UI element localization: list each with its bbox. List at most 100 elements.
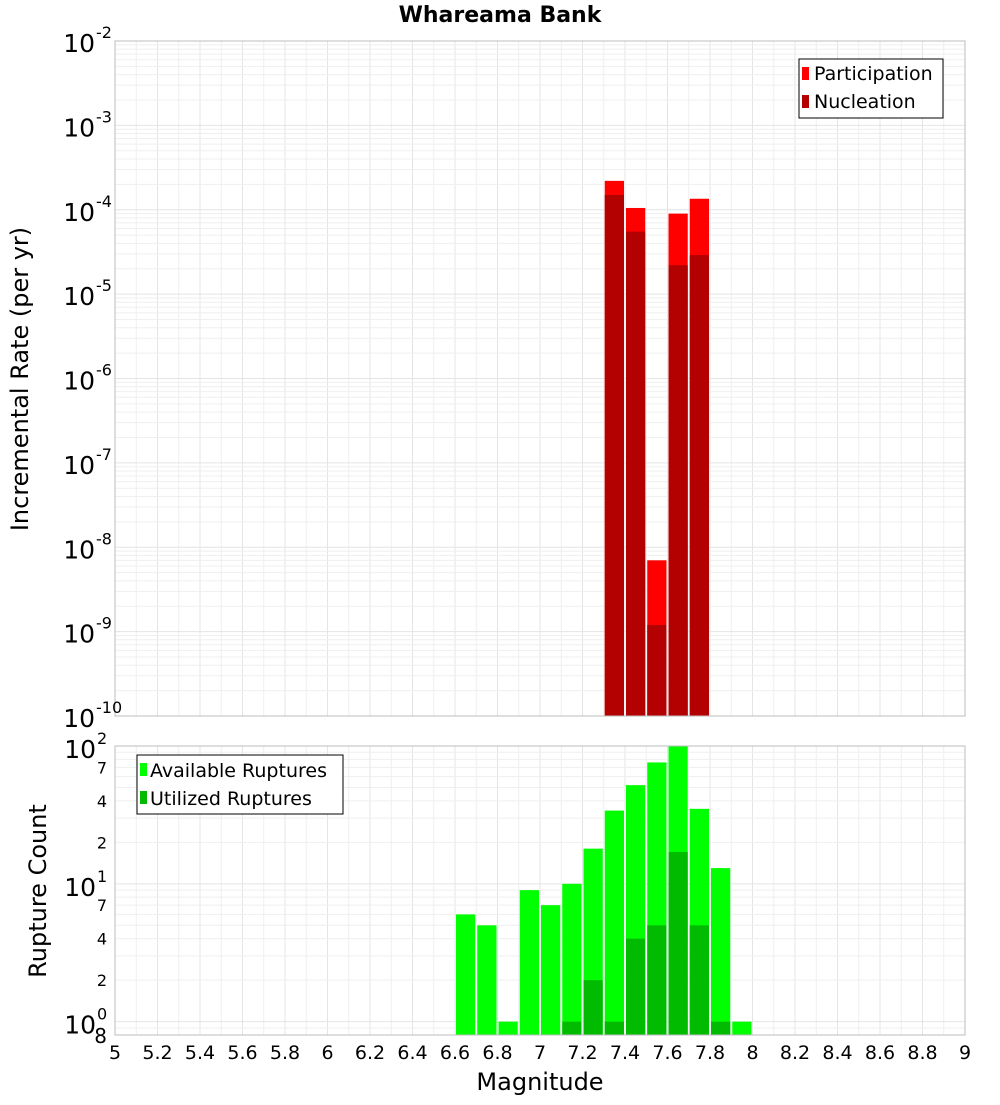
available-ruptures-bar xyxy=(498,1021,518,1035)
utilized-ruptures-bar xyxy=(668,852,688,1035)
utilized-ruptures-bar xyxy=(562,1021,582,1035)
count-y-tick-exponent: 1 xyxy=(97,867,107,886)
nucleation-legend-label: Nucleation xyxy=(814,91,916,113)
x-tick-label: 5 xyxy=(109,1042,121,1064)
x-tick-label: 7 xyxy=(534,1042,546,1064)
available-ruptures-bar xyxy=(711,868,731,1035)
rate-y-tick-exponent: -8 xyxy=(96,529,112,548)
available-ruptures-bar xyxy=(562,883,582,1035)
x-tick-label: 7.2 xyxy=(567,1042,597,1064)
x-tick-label: 7.6 xyxy=(652,1042,682,1064)
x-tick-label: 7.4 xyxy=(610,1042,640,1064)
x-tick-label: 7.8 xyxy=(695,1042,725,1064)
utilized-ruptures-bar xyxy=(647,925,667,1035)
rate-y-tick-exponent: -3 xyxy=(96,107,112,126)
rate-y-tick-label: 10 xyxy=(63,113,95,142)
x-tick-label: 5.4 xyxy=(185,1042,215,1064)
x-tick-label: 9 xyxy=(959,1042,971,1064)
rate-y-tick-exponent: -4 xyxy=(96,192,112,211)
x-tick-label: 5.6 xyxy=(227,1042,257,1064)
x-tick-label: 6.4 xyxy=(397,1042,427,1064)
rate-y-tick-label: 10 xyxy=(63,535,95,564)
nucleation-bar xyxy=(689,255,709,716)
utilized-ruptures-bar xyxy=(689,925,709,1035)
available-ruptures-bar xyxy=(541,905,561,1035)
x-tick-label: 8.4 xyxy=(822,1042,852,1064)
available-legend-swatch xyxy=(140,763,147,776)
rate-y-tick-exponent: -2 xyxy=(96,23,112,42)
rate-y-tick-exponent: -9 xyxy=(96,614,112,633)
nucleation-bar xyxy=(626,231,646,716)
nucleation-bar xyxy=(604,194,624,716)
chart-title: Whareama Bank xyxy=(399,3,603,28)
rate-y-tick-exponent: -10 xyxy=(96,698,122,717)
x-tick-label: 5.8 xyxy=(270,1042,300,1064)
rate-y-tick-exponent: -7 xyxy=(96,445,112,464)
count-plot-frame xyxy=(114,745,966,1036)
x-axis-label: Magnitude xyxy=(476,1068,603,1096)
count-y-minor-tick-label: 2 xyxy=(97,833,107,852)
count-y-minor-tick-label: 7 xyxy=(97,758,107,777)
nucleation-bar xyxy=(647,624,667,716)
count-plot-bars xyxy=(456,746,752,1035)
x-tick-label: 6.6 xyxy=(440,1042,470,1064)
x-tick-label: 6.8 xyxy=(482,1042,512,1064)
x-tick-label: 8.8 xyxy=(907,1042,937,1064)
available-ruptures-bar xyxy=(477,925,497,1035)
count-y-minor-tick-label: 8 xyxy=(94,1024,107,1048)
nucleation-legend-swatch xyxy=(802,95,809,108)
x-tick-labels: 5 5.2 5.4 5.6 5.8 6 6.2 6.4 6.6 6.8 7 7.2 7.4 7.6 7.8 8… xyxy=(109,1042,971,1064)
x-tick-label: 5.2 xyxy=(142,1042,172,1064)
count-y-axis-label: Rupture Count xyxy=(24,804,52,978)
count-y-minor-tick-label: 7 xyxy=(97,896,107,915)
available-ruptures-bar xyxy=(732,1021,752,1035)
count-legend-box xyxy=(136,754,344,815)
participation-legend-label: Participation xyxy=(814,63,933,85)
utilized-ruptures-bar xyxy=(583,980,603,1035)
utilized-legend-label: Utilized Ruptures xyxy=(150,788,312,810)
rate-y-tick-label: 10 xyxy=(63,198,95,227)
rate-y-tick-label: 10 xyxy=(63,367,95,396)
count-y-minor-tick-label: 4 xyxy=(97,792,107,811)
count-y-tick-exponent: 0 xyxy=(97,1005,107,1024)
count-y-tick-exponent: 2 xyxy=(97,729,107,748)
x-tick-label: 6.2 xyxy=(355,1042,385,1064)
utilized-ruptures-bar xyxy=(604,1021,624,1035)
rate-y-tick-label: 10 xyxy=(63,451,95,480)
count-y-tick-label: 10 xyxy=(64,1011,96,1040)
x-tick-label: 8 xyxy=(746,1042,758,1064)
utilized-legend-swatch xyxy=(140,791,147,804)
x-tick-label: 6 xyxy=(321,1042,333,1064)
available-ruptures-bar xyxy=(604,810,624,1035)
rate-legend-box xyxy=(798,58,944,119)
rate-y-tick-label: 10 xyxy=(63,282,95,311)
available-ruptures-bar xyxy=(456,914,476,1035)
rate-plot-grid xyxy=(114,40,966,717)
rate-y-tick-label: 10 xyxy=(63,704,95,733)
count-y-minor-tick-label: 4 xyxy=(97,930,107,949)
utilized-ruptures-bar xyxy=(626,938,646,1035)
x-tick-label: 8.2 xyxy=(780,1042,810,1064)
available-ruptures-bar xyxy=(519,890,539,1035)
rate-y-axis-label: Incremental Rate (per yr) xyxy=(6,227,34,531)
rate-y-tick-label: 10 xyxy=(63,29,95,58)
utilized-ruptures-bar xyxy=(711,1021,731,1035)
count-y-minor-tick-label: 2 xyxy=(97,971,107,990)
available-legend-label: Available Ruptures xyxy=(150,760,327,782)
count-y-tick-label: 10 xyxy=(64,735,96,764)
rate-plot-frame xyxy=(114,40,966,717)
participation-legend-swatch xyxy=(802,67,809,80)
rate-plot-bars xyxy=(604,180,709,717)
rate-y-tick-exponent: -5 xyxy=(96,276,112,295)
rate-y-tick-label: 10 xyxy=(63,620,95,649)
count-legend: Available Ruptures Utilized Ruptures xyxy=(136,754,344,815)
x-tick-label: 8.6 xyxy=(865,1042,895,1064)
count-y-tick-label: 10 xyxy=(64,873,96,902)
nucleation-bar xyxy=(668,265,688,716)
